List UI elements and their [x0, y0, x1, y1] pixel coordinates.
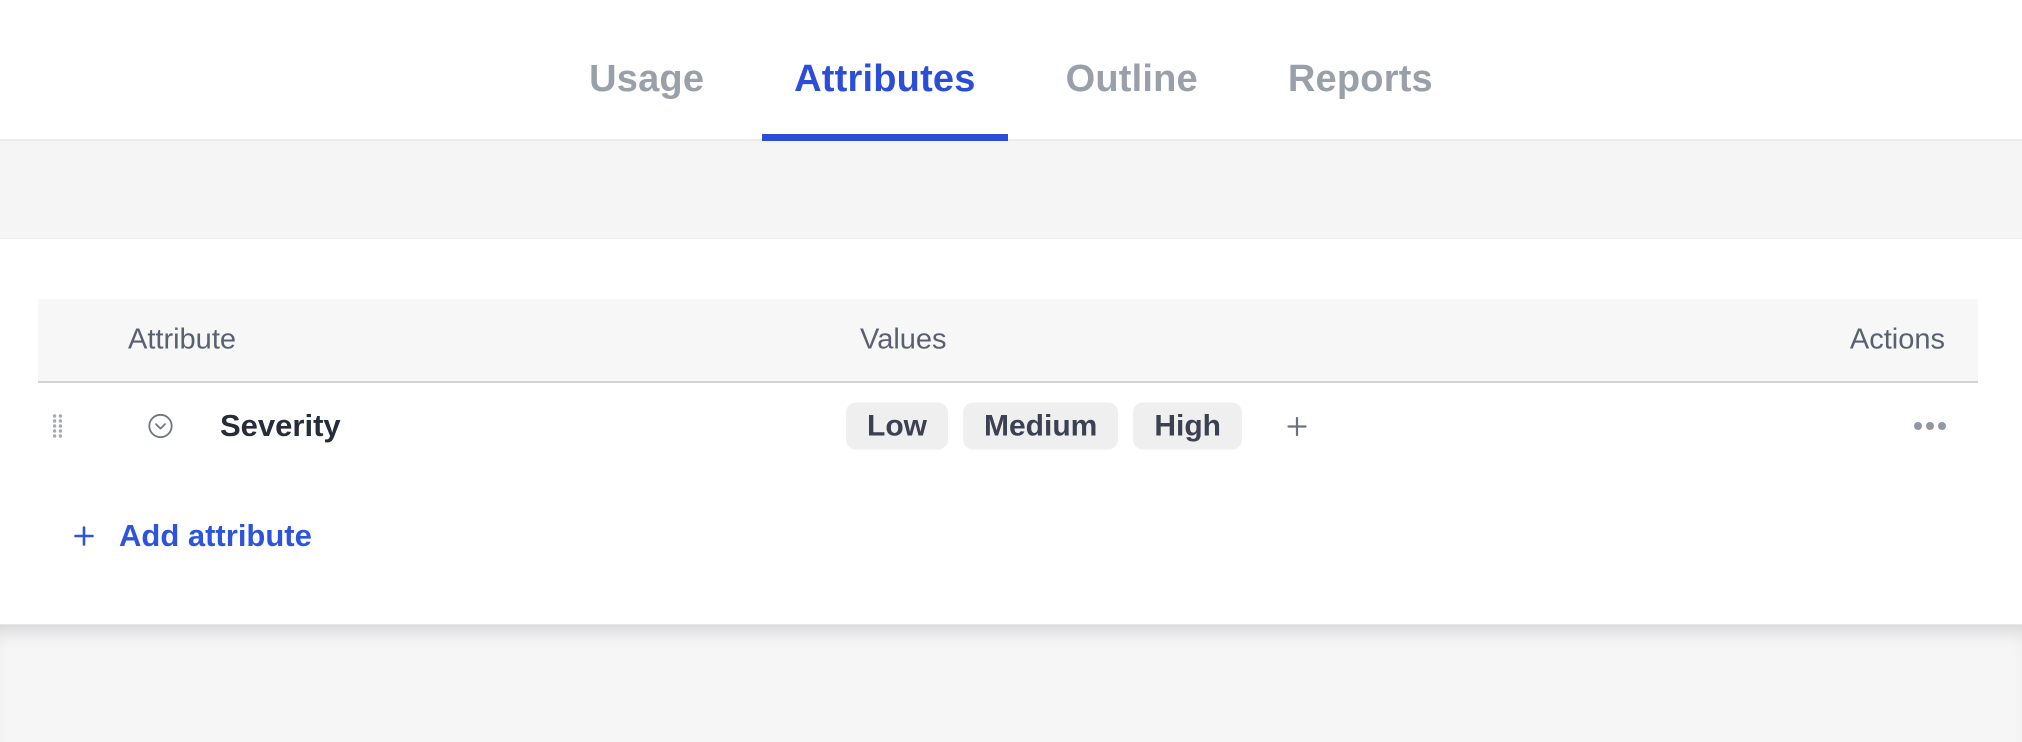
value-chip-high[interactable]: High — [1133, 402, 1242, 450]
tab-attributes[interactable]: Attributes — [762, 0, 1008, 141]
value-chip-low[interactable]: Low — [846, 402, 948, 450]
chevron-down-circle-icon[interactable] — [148, 413, 173, 439]
attributes-panel: Attribute Values Actions — [0, 239, 2022, 624]
drag-handle-icon[interactable] — [52, 414, 63, 439]
tab-attributes-label: Attributes — [794, 58, 976, 100]
tab-outline-label: Outline — [1065, 58, 1198, 100]
column-header-actions: Actions — [1849, 323, 1945, 356]
ellipsis-icon — [1926, 422, 1934, 430]
tab-bar: Usage Attributes Outline Reports — [0, 0, 2022, 141]
tab-reports[interactable]: Reports — [1256, 0, 1465, 139]
column-header-attribute: Attribute — [128, 323, 236, 356]
tab-active-underline — [762, 134, 1008, 141]
value-chip-medium[interactable]: Medium — [963, 402, 1119, 450]
add-attribute-button[interactable]: Add attribute — [38, 505, 312, 567]
plus-icon — [73, 525, 95, 547]
table-row-severity: Severity Low Medium High — [38, 383, 1978, 469]
tab-outline[interactable]: Outline — [1034, 0, 1230, 139]
tab-usage[interactable]: Usage — [557, 0, 736, 139]
attribute-name: Severity — [220, 408, 341, 443]
page-footer-background — [0, 624, 2022, 742]
add-value-button[interactable] — [1277, 406, 1317, 446]
attribute-values: Low Medium High — [846, 402, 1317, 450]
row-actions-button[interactable] — [1914, 416, 1946, 436]
ellipsis-icon — [1914, 422, 1922, 430]
header-spacer-band — [0, 141, 2022, 239]
plus-icon — [1284, 413, 1310, 439]
tab-list: Usage Attributes Outline Reports — [557, 0, 1465, 141]
add-attribute-label: Add attribute — [119, 518, 312, 553]
tab-reports-label: Reports — [1287, 58, 1433, 100]
tab-usage-label: Usage — [589, 58, 705, 100]
table-header-row: Attribute Values Actions — [38, 299, 1978, 383]
column-header-values: Values — [860, 323, 947, 356]
attributes-table: Attribute Values Actions — [38, 299, 1978, 567]
ellipsis-icon — [1938, 422, 1946, 430]
